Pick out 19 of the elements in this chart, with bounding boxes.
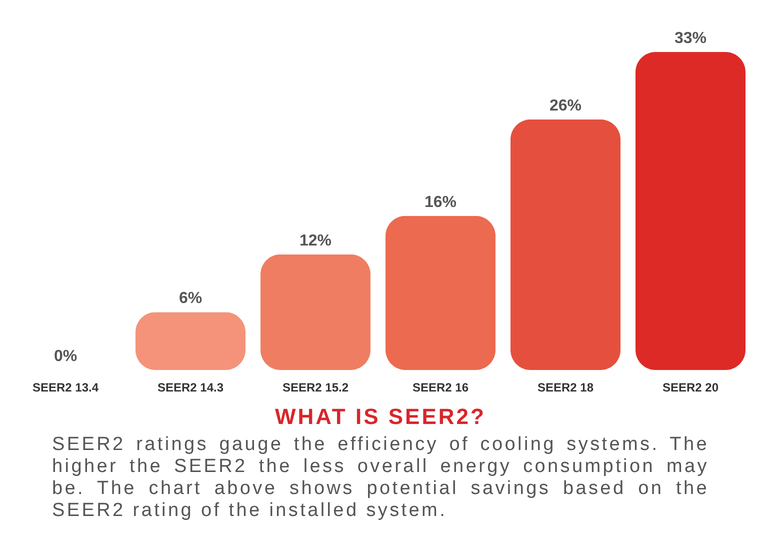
data-label: 12% (299, 232, 332, 250)
bar (260, 254, 370, 370)
bar (386, 216, 496, 370)
x-tick-label: SEER2 16 (412, 380, 469, 394)
x-tick-label: SEER2 18 (537, 380, 594, 394)
data-label: 26% (549, 97, 582, 114)
data-label: 33% (674, 30, 707, 47)
bar (510, 119, 620, 370)
text: SEER2 ratings gauge the efficiency of cooling systems. The higher the SEER2 the less overall energy consumption may be. The chart above shows potential savings based on the SEER2 rating of the installed system. (52, 434, 709, 522)
data-label: 16% (424, 194, 457, 211)
data-label: 6% (178, 290, 202, 308)
x-tick-label: SEER2 13.4 (32, 380, 99, 394)
bar (136, 312, 246, 370)
x-tick-label: SEER2 14.3 (157, 380, 224, 394)
text: WHAT IS SEER2? (274, 404, 487, 430)
x-tick-label: SEER2 15.2 (282, 380, 349, 394)
bar (636, 52, 746, 370)
data-label: 0% (54, 348, 78, 365)
x-tick-label: SEER2 20 (662, 380, 719, 394)
